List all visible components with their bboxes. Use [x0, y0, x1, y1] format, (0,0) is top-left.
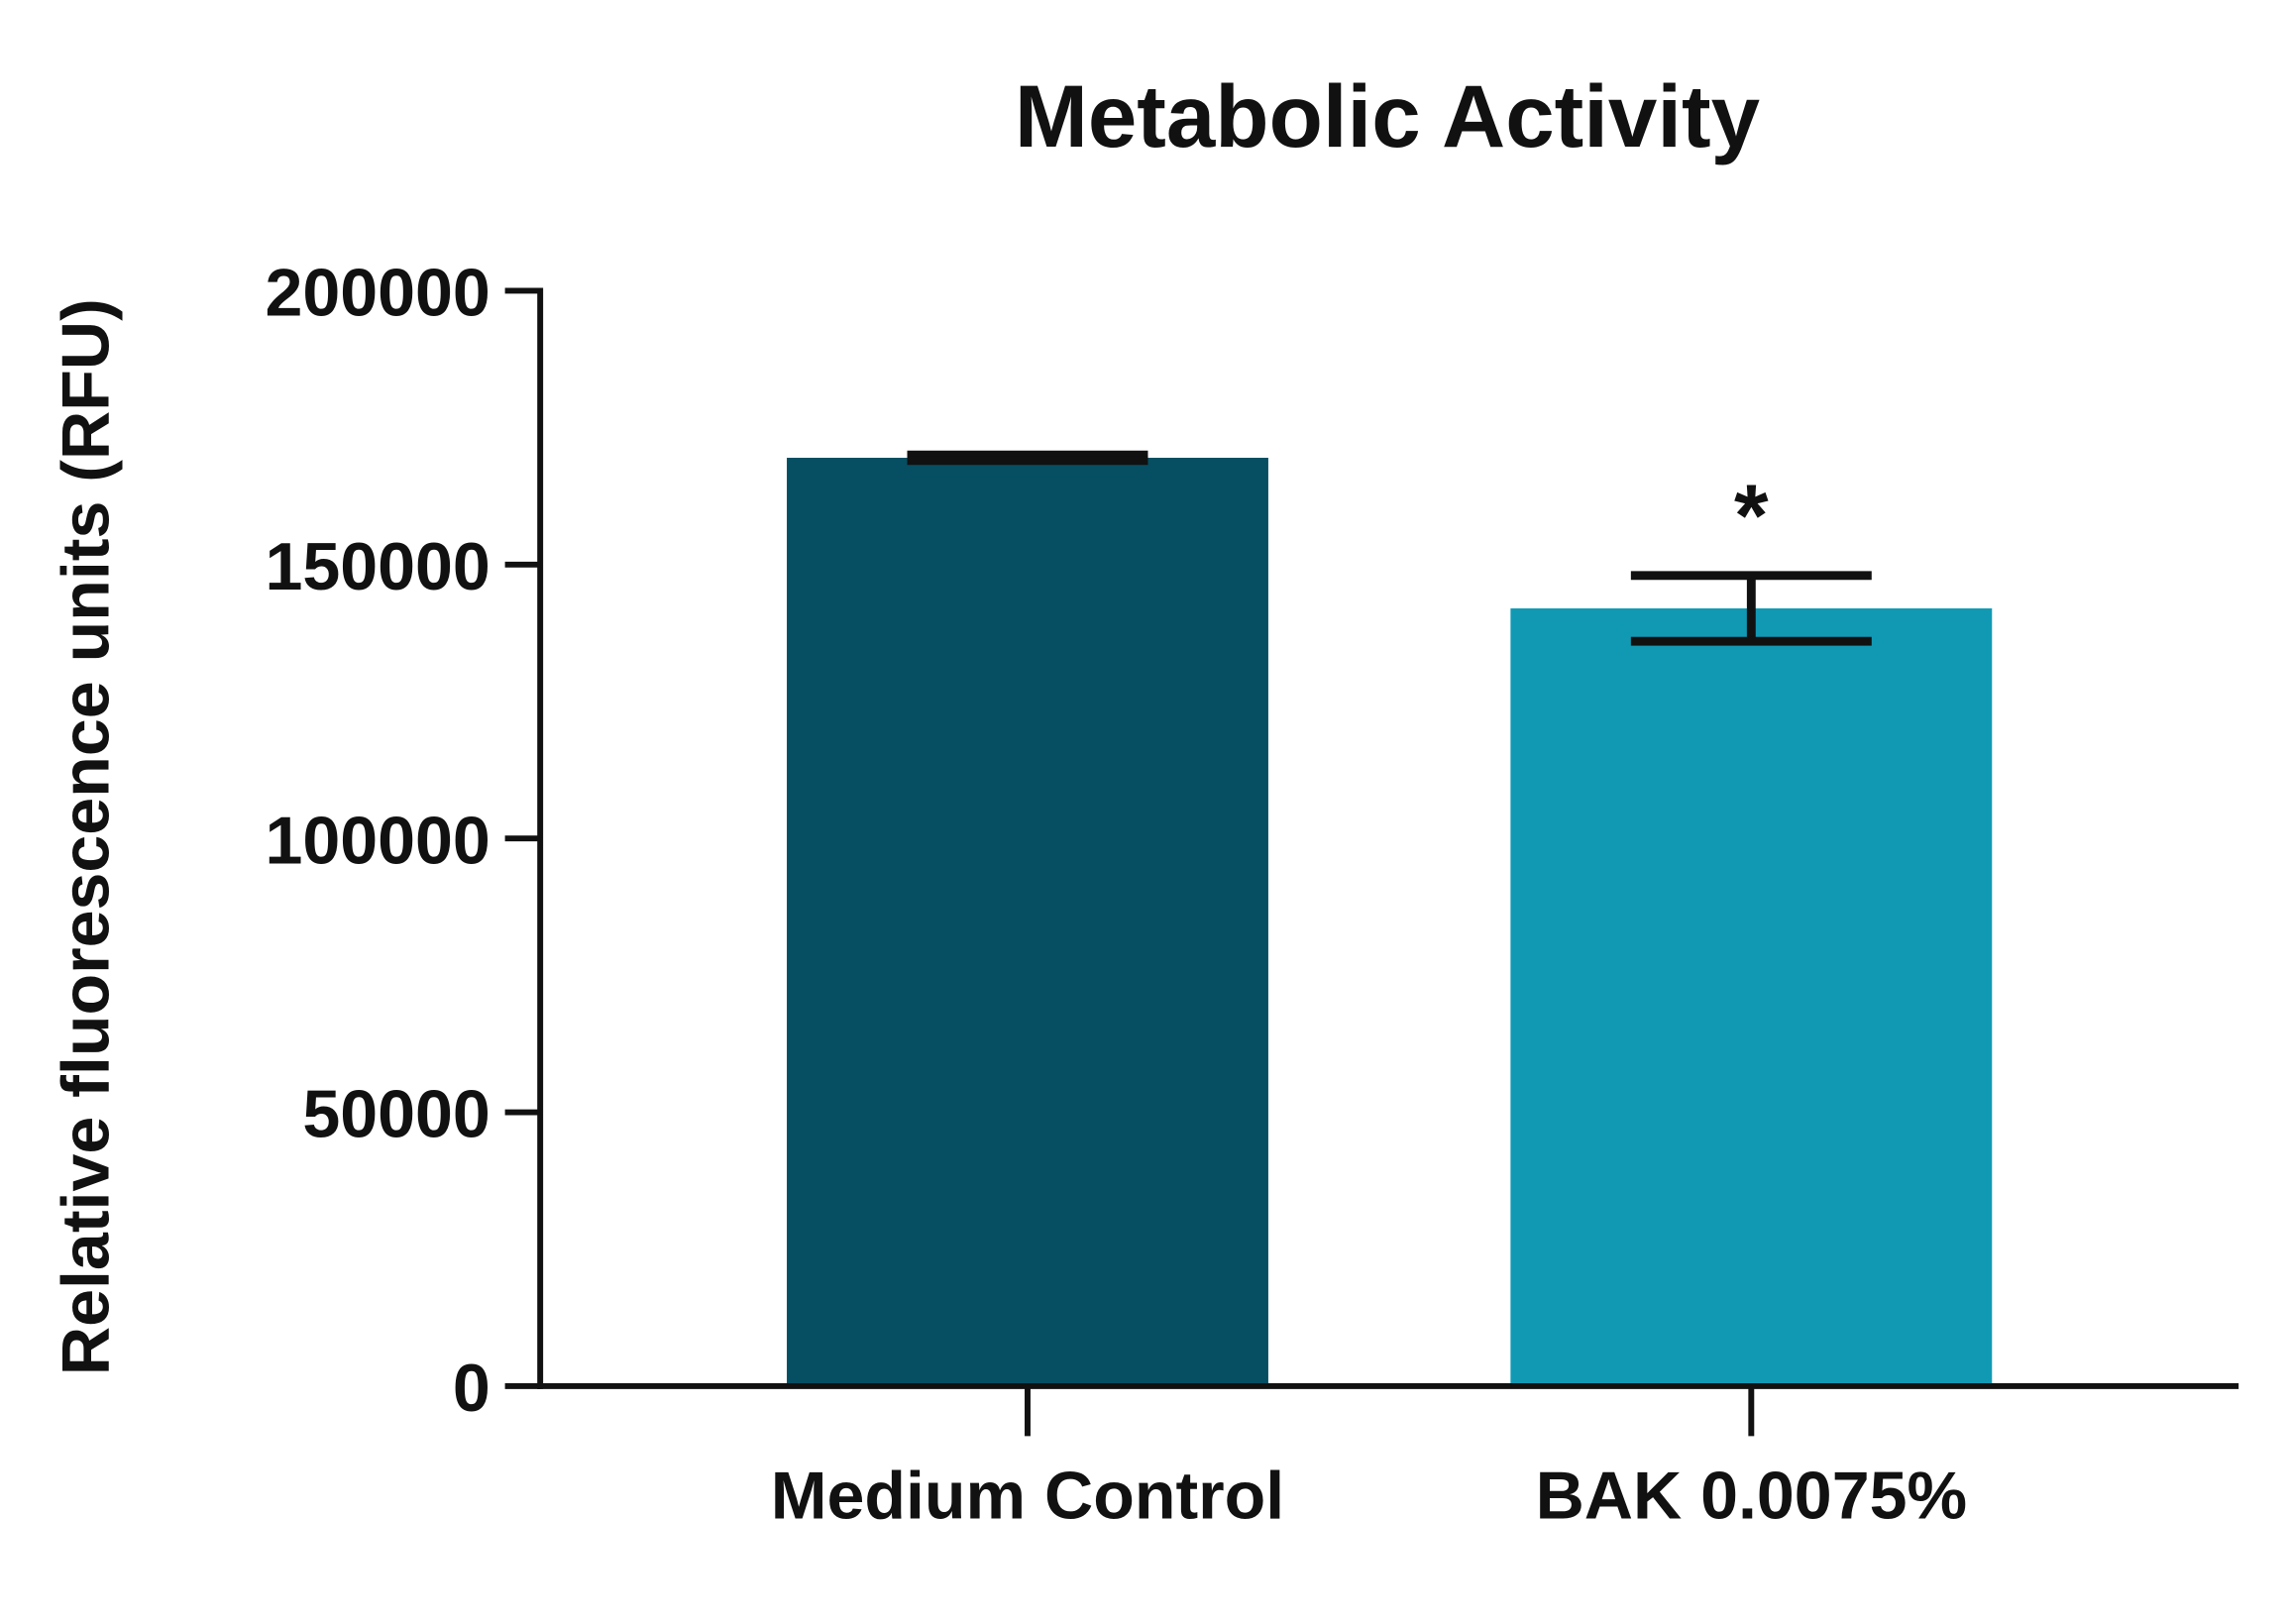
x-tick-label: Medium Control — [771, 1458, 1284, 1533]
y-tick-label: 200000 — [265, 256, 490, 331]
y-tick-label: 50000 — [302, 1077, 490, 1152]
chart-title: Metabolic Activity — [1015, 67, 1760, 165]
y-tick-label: 100000 — [265, 803, 490, 878]
bar-1 — [1510, 608, 1993, 1386]
y-axis-label: Relative fluorescence units (RFU) — [49, 298, 124, 1375]
x-tick-label: BAK 0.0075% — [1536, 1458, 1967, 1533]
y-tick-label: 150000 — [265, 529, 490, 604]
y-tick-label: 0 — [453, 1351, 491, 1426]
bar-0 — [787, 458, 1268, 1386]
significance-marker: * — [1734, 467, 1769, 565]
